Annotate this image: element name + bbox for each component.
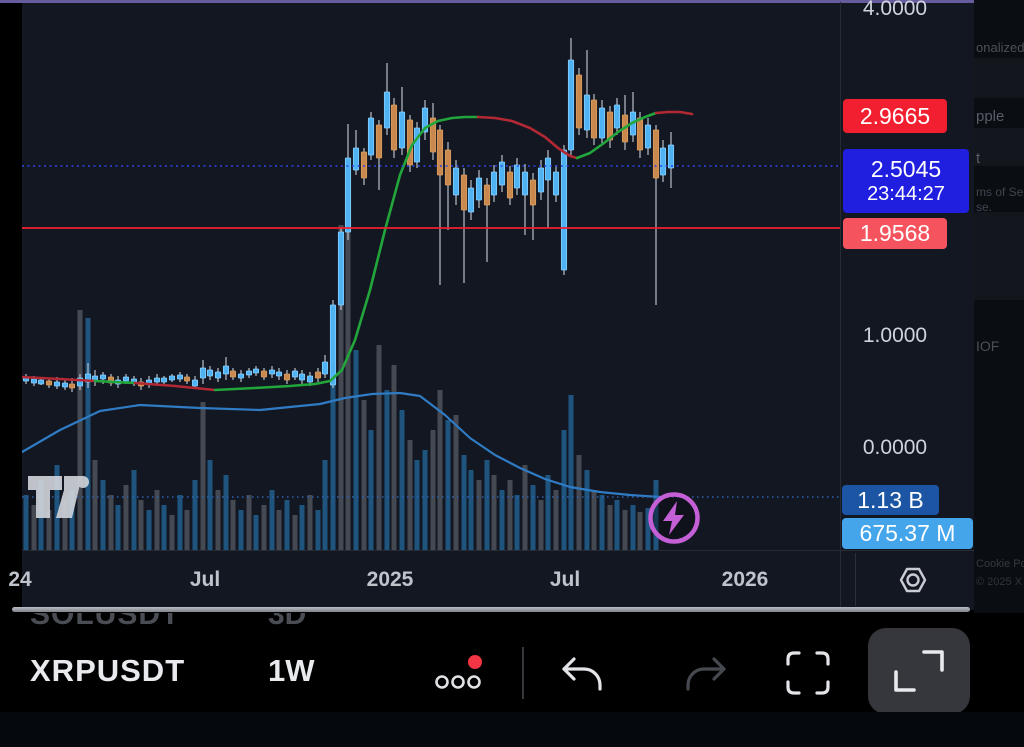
time-axis-border [22,550,974,551]
layout-button[interactable] [868,628,970,712]
x-axis-tick: 24 [8,568,32,591]
sidebar-text-fragment: Cookie Poli [976,558,1024,570]
flash-boost-icon[interactable] [645,489,703,547]
x-axis-tick: Jul [549,568,581,591]
price-chart[interactable] [22,2,840,550]
sidebar-text-fragment: © 2025 X C [976,576,1024,588]
more-options-icon[interactable] [426,649,496,697]
fullscreen-icon[interactable] [782,647,834,699]
y-axis-tick: 1.0000 [862,324,928,347]
redo-icon[interactable] [664,653,736,697]
price-label: 2.5045 23:44:27 [843,149,969,213]
sidebar-text-fragment: pple [976,108,1005,125]
price-label: 1.9568 [843,218,947,249]
symbol-button[interactable]: XRPUSDT [30,653,186,688]
prev-interval-label[interactable]: 3D [268,613,307,631]
engagement-bar: Don't miss what's happening People on th… [0,712,1024,747]
sidebar-text-fragment: IOF [976,338,1000,354]
sidebar-block [974,212,1024,300]
x-axis-tick: 2026 [721,568,769,591]
prev-symbol-label[interactable]: SOLUSDT [30,613,181,631]
price-scale-border [840,2,841,608]
tradingview-logo-icon [28,476,89,518]
price-label: 2.9665 [843,99,947,133]
undo-icon[interactable] [552,653,624,697]
top-accent-line [0,0,974,3]
volume-label: 675.37 M [842,518,973,549]
toolbar-divider [522,647,524,699]
axis-settings-divider [855,553,856,606]
x-axis-tick: 2025 [366,568,414,591]
volume-label: 1.13 B [842,485,939,515]
sidebar-text-fragment: t [976,150,981,167]
sidebar-block [974,128,1024,166]
notification-dot [468,655,482,669]
interval-button[interactable]: 1W [268,653,315,688]
y-axis-tick: 0.0000 [862,436,928,459]
sidebar-text-fragment: se. [976,200,993,214]
bottom-toolbar-panel: SOLUSDT 3D XRPUSDT 1W [0,613,1024,712]
x-axis-tick: Jul [189,568,221,591]
bar-countdown: 23:44:27 [867,182,945,205]
sidebar-text-fragment: ms of Ser [976,185,1024,199]
chart-settings-icon[interactable] [895,562,931,598]
sidebar-block [974,58,1024,98]
multi-layout-icon [894,650,944,692]
sidebar-text-fragment: onalized tim [976,40,1024,55]
panel-divider-bar[interactable] [12,607,970,612]
y-axis-tick: 4.0000 [862,0,928,20]
